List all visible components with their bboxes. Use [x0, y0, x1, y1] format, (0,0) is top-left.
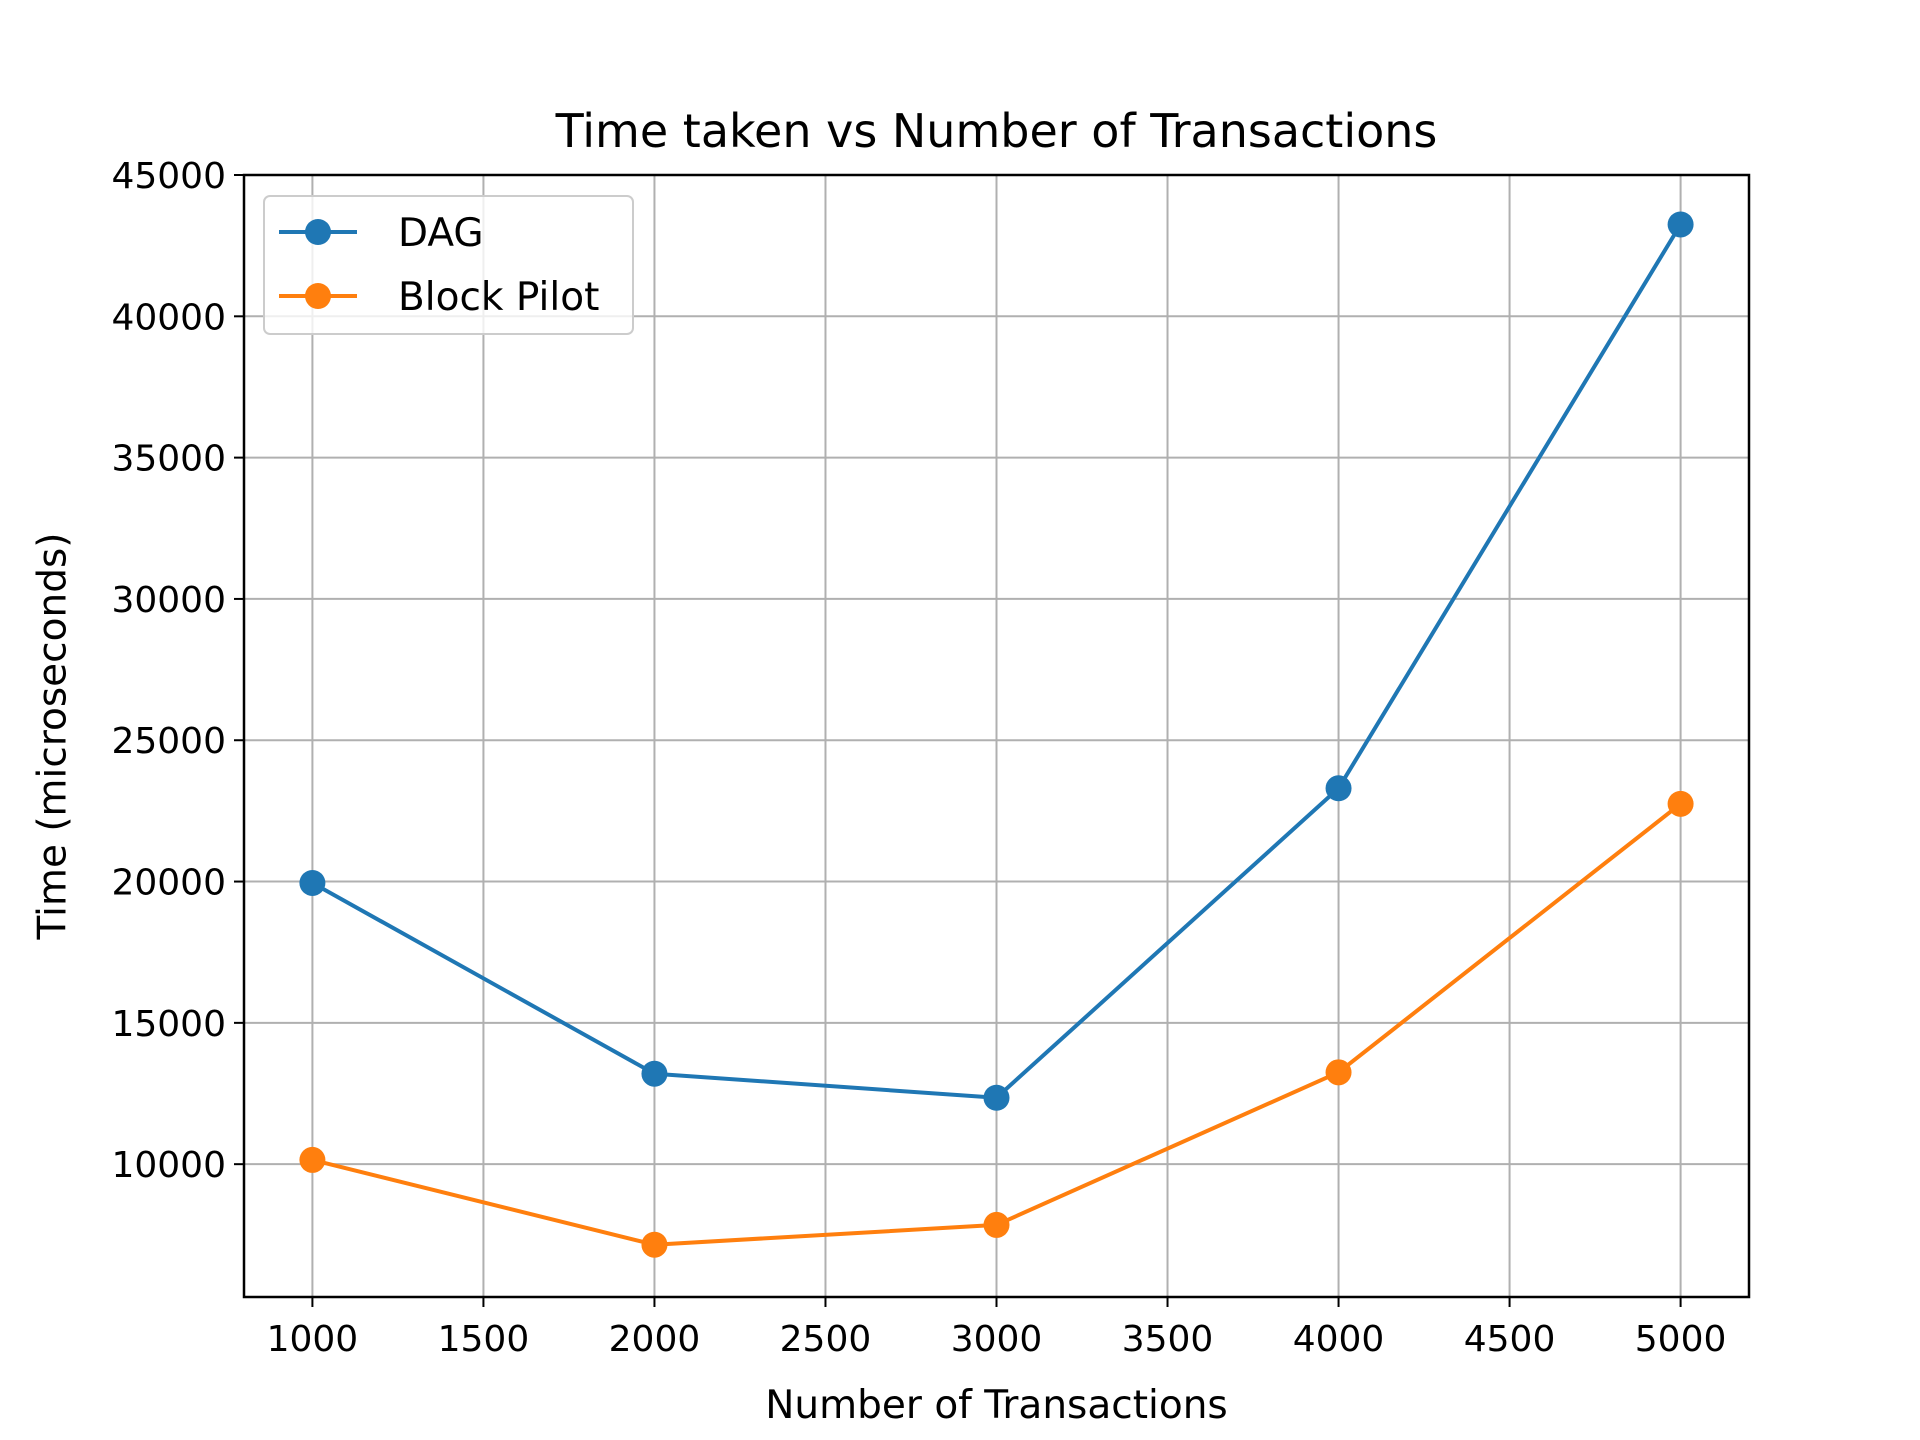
x-tick-label: 4500 — [1464, 1319, 1556, 1360]
y-tick-label: 20000 — [111, 863, 226, 904]
series-group — [299, 211, 1694, 1258]
x-tick-label: 1000 — [267, 1319, 359, 1360]
legend-label: Block Pilot — [398, 275, 599, 320]
data-point — [299, 1146, 326, 1173]
data-point — [641, 1231, 668, 1258]
data-point — [1325, 775, 1352, 802]
ticks: 1000 1500 2000 2500 3000 3500 4000 4500 5000 1000… — [111, 156, 1726, 1360]
data-point — [1325, 1059, 1352, 1086]
y-axis-label: Time (microseconds) — [31, 533, 76, 941]
x-tick-label: 2500 — [780, 1319, 872, 1360]
legend: DAG Block Pilot — [263, 195, 634, 335]
x-tick-label: 3500 — [1122, 1319, 1214, 1360]
chart-title: Time taken vs Number of Transactions — [555, 104, 1438, 158]
y-tick-label: 40000 — [111, 297, 226, 338]
y-tick-label: 45000 — [111, 156, 226, 197]
x-tick-label: 4000 — [1293, 1319, 1385, 1360]
data-point — [299, 869, 326, 896]
x-axis-label: Number of Transactions — [765, 1383, 1227, 1428]
data-point — [641, 1060, 668, 1087]
y-tick-label: 15000 — [111, 1004, 226, 1045]
x-tick-label: 5000 — [1635, 1319, 1727, 1360]
y-tick-label: 30000 — [111, 580, 226, 621]
y-tick-label: 10000 — [111, 1145, 226, 1186]
y-tick-label: 25000 — [111, 721, 226, 762]
legend-entry: Block Pilot — [279, 275, 599, 320]
legend-entry: DAG — [279, 211, 484, 256]
x-tick-label: 2000 — [609, 1319, 701, 1360]
data-point — [1667, 790, 1694, 817]
legend-label: DAG — [398, 211, 484, 256]
series-block-pilot — [299, 790, 1694, 1258]
grid — [244, 174, 1749, 1297]
legend-marker — [305, 283, 331, 309]
data-point — [983, 1211, 1010, 1238]
data-point — [983, 1084, 1010, 1111]
y-tick-label: 35000 — [111, 439, 226, 480]
series-dag — [299, 211, 1694, 1111]
data-point — [1667, 211, 1694, 238]
x-tick-label: 1500 — [438, 1319, 530, 1360]
legend-marker — [305, 219, 331, 245]
x-tick-label: 3000 — [951, 1319, 1043, 1360]
